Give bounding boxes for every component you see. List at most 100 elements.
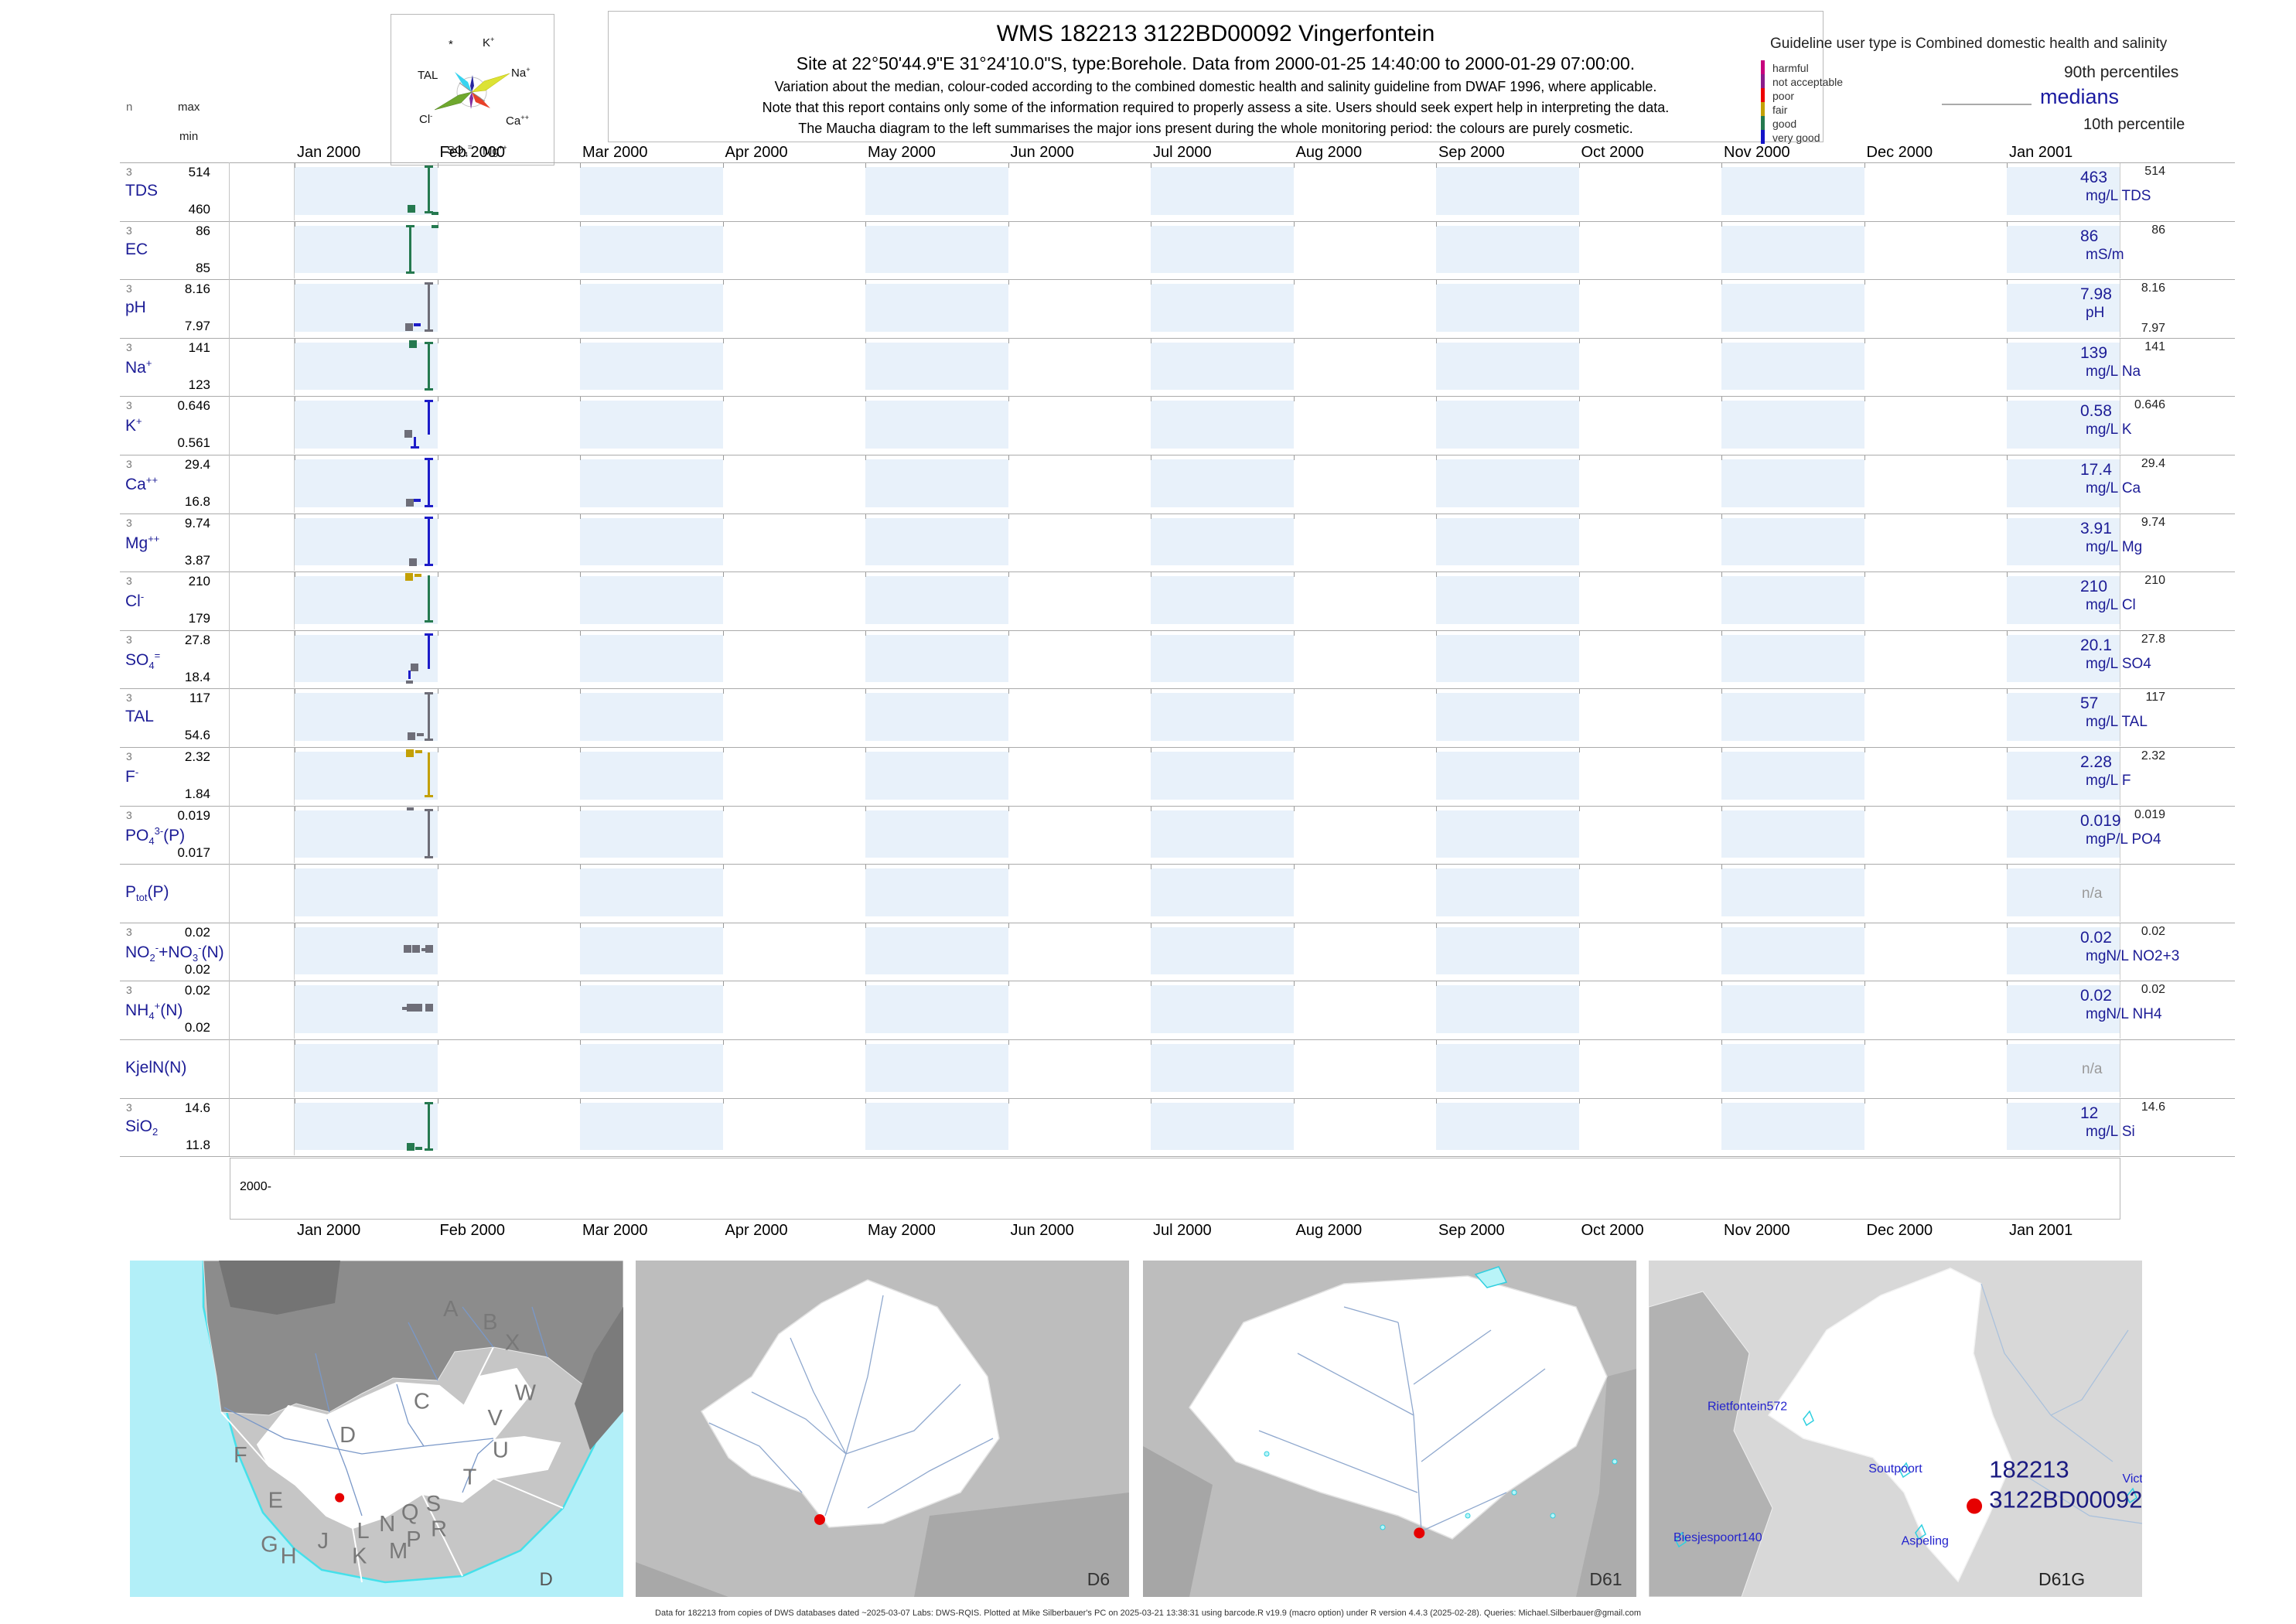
range-cap-bottom [425,211,433,213]
range-cap-bottom [406,271,415,274]
month-tick [2007,513,2008,519]
month-shade-band [580,459,723,507]
month-tick [865,338,866,343]
month-shade-band [865,926,1008,975]
river [1421,1492,1507,1532]
month-tick [1008,572,1009,578]
median-value: 86 [2080,227,2099,245]
month-tick [1578,1098,1580,1104]
timeseries-plot [294,806,2120,864]
sample-count: 3 [126,750,132,763]
month-tick [1293,923,1295,928]
unit-label: mg/L TDS [2086,188,2151,204]
axis-month-label-top: Mar 2000 [582,144,648,161]
month-tick [580,221,581,227]
month-tick [865,397,866,402]
month-tick [1436,338,1437,343]
parameter-name: PO43-(P) [125,824,186,847]
region-letter: Q [401,1500,419,1525]
catchment-d61g [1767,1267,2013,1583]
min-value: 0.02 [184,961,210,977]
month-shade-band [1151,634,1294,683]
month-shade-band [1436,517,1579,566]
month-shade-band [865,1102,1008,1151]
guideline-class-swatch [1761,74,1765,88]
map-drainage-d61: D61 [1143,1261,1636,1597]
month-tick [2007,923,2008,928]
parameter-name: TAL [125,708,154,726]
waterbody-dot [1465,1513,1471,1519]
range-cap-bottom [411,446,419,449]
month-tick [2007,163,2008,168]
month-tick [1578,1040,1580,1045]
parameter-name: K+ [125,415,142,435]
sample-marker [407,1003,415,1012]
parameter-name: EC [125,240,148,258]
river [1421,1368,1546,1462]
parameter-name: Ca++ [125,474,159,493]
region-border [463,1346,494,1407]
month-shade-band [295,342,438,391]
month-tick [2007,748,2008,752]
unit-label: pH [2086,305,2105,322]
region-letter: M [389,1539,408,1564]
month-tick [1293,1098,1295,1104]
median-value: 3.91 [2080,519,2112,537]
sample-marker [425,944,433,953]
sample-range-line [428,693,430,741]
month-tick [2007,630,2008,636]
region-border [220,1411,270,1467]
month-shade-band [1721,225,1864,274]
range-cap-bottom [425,795,433,798]
month-shade-band [2007,1044,2120,1092]
legend-90th-percentiles: 90th percentiles [2064,63,2179,81]
month-shade-band [1436,1102,1579,1151]
month-tick [580,630,581,636]
row-divider [120,396,2235,397]
month-shade-band [1151,1102,1294,1151]
dam-outline [1899,1462,1911,1479]
month-shade-band [295,284,438,332]
river [396,1383,425,1447]
month-tick [1293,455,1295,460]
unit-label: mg/L Mg [2086,538,2143,555]
column-header-min: min [179,130,199,143]
month-tick [1721,865,1722,870]
river [824,1295,884,1517]
unit-label: mg/L SO4 [2086,655,2151,672]
median-value: 2.28 [2080,753,2112,771]
p90-value: 14.6 [2141,1100,2165,1114]
month-tick [1721,338,1722,343]
month-tick [1864,397,1865,402]
month-shade-band [2007,985,2120,1033]
maucha-ion-label: Ca++ [506,114,530,128]
maucha-lobe-k [470,75,474,92]
axis-month-label-bottom: May 2000 [868,1222,936,1239]
month-tick [865,689,866,694]
median-value: 17.4 [2080,461,2112,479]
row-divider [120,162,2235,163]
month-tick [1293,163,1295,168]
month-tick [1436,1040,1437,1045]
range-cap-bottom [425,855,433,858]
unit-label: mS/m [2086,246,2124,263]
month-tick [722,1098,724,1104]
month-tick [1864,455,1865,460]
max-value: 9.74 [184,515,210,531]
axis-month-label-top: Sep 2000 [1438,144,1505,161]
month-tick [1864,689,1865,694]
p90-value: 86 [2151,223,2165,237]
month-tick [1008,1040,1009,1045]
sample-count: 3 [126,516,132,529]
region-letter: R [431,1517,447,1542]
axis-month-label-bottom: Jun 2000 [1010,1222,1074,1239]
sample-range-line [428,634,430,669]
month-tick [1436,748,1437,752]
month-tick [1008,338,1009,343]
min-value: 0.561 [177,435,210,451]
month-shade-band [865,459,1008,507]
month-tick [1721,748,1722,752]
month-shade-band [580,401,723,449]
month-tick [1436,455,1437,460]
month-tick [1578,455,1580,460]
